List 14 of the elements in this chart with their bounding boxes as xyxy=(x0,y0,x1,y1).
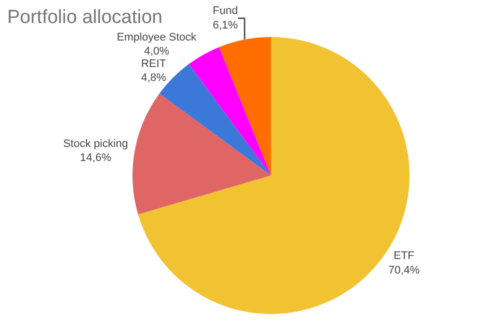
chart-title: Portfolio allocation xyxy=(7,6,163,28)
data-label: 14,6% xyxy=(80,152,112,164)
data-label: 6,1% xyxy=(212,19,238,32)
slice-label: Stock picking xyxy=(63,138,128,150)
pie-slice xyxy=(219,37,271,176)
pie-slice xyxy=(132,93,271,214)
slice-label: REIT xyxy=(141,58,166,70)
data-label: 4,0% xyxy=(144,46,170,58)
slice-label: Fund xyxy=(212,5,238,18)
slice-label: ETF xyxy=(394,250,415,262)
pie-slice xyxy=(188,47,271,176)
slice-label: Employee Stock xyxy=(116,31,197,44)
data-label: 4,8% xyxy=(141,72,166,84)
data-label: 70,4% xyxy=(388,264,420,276)
